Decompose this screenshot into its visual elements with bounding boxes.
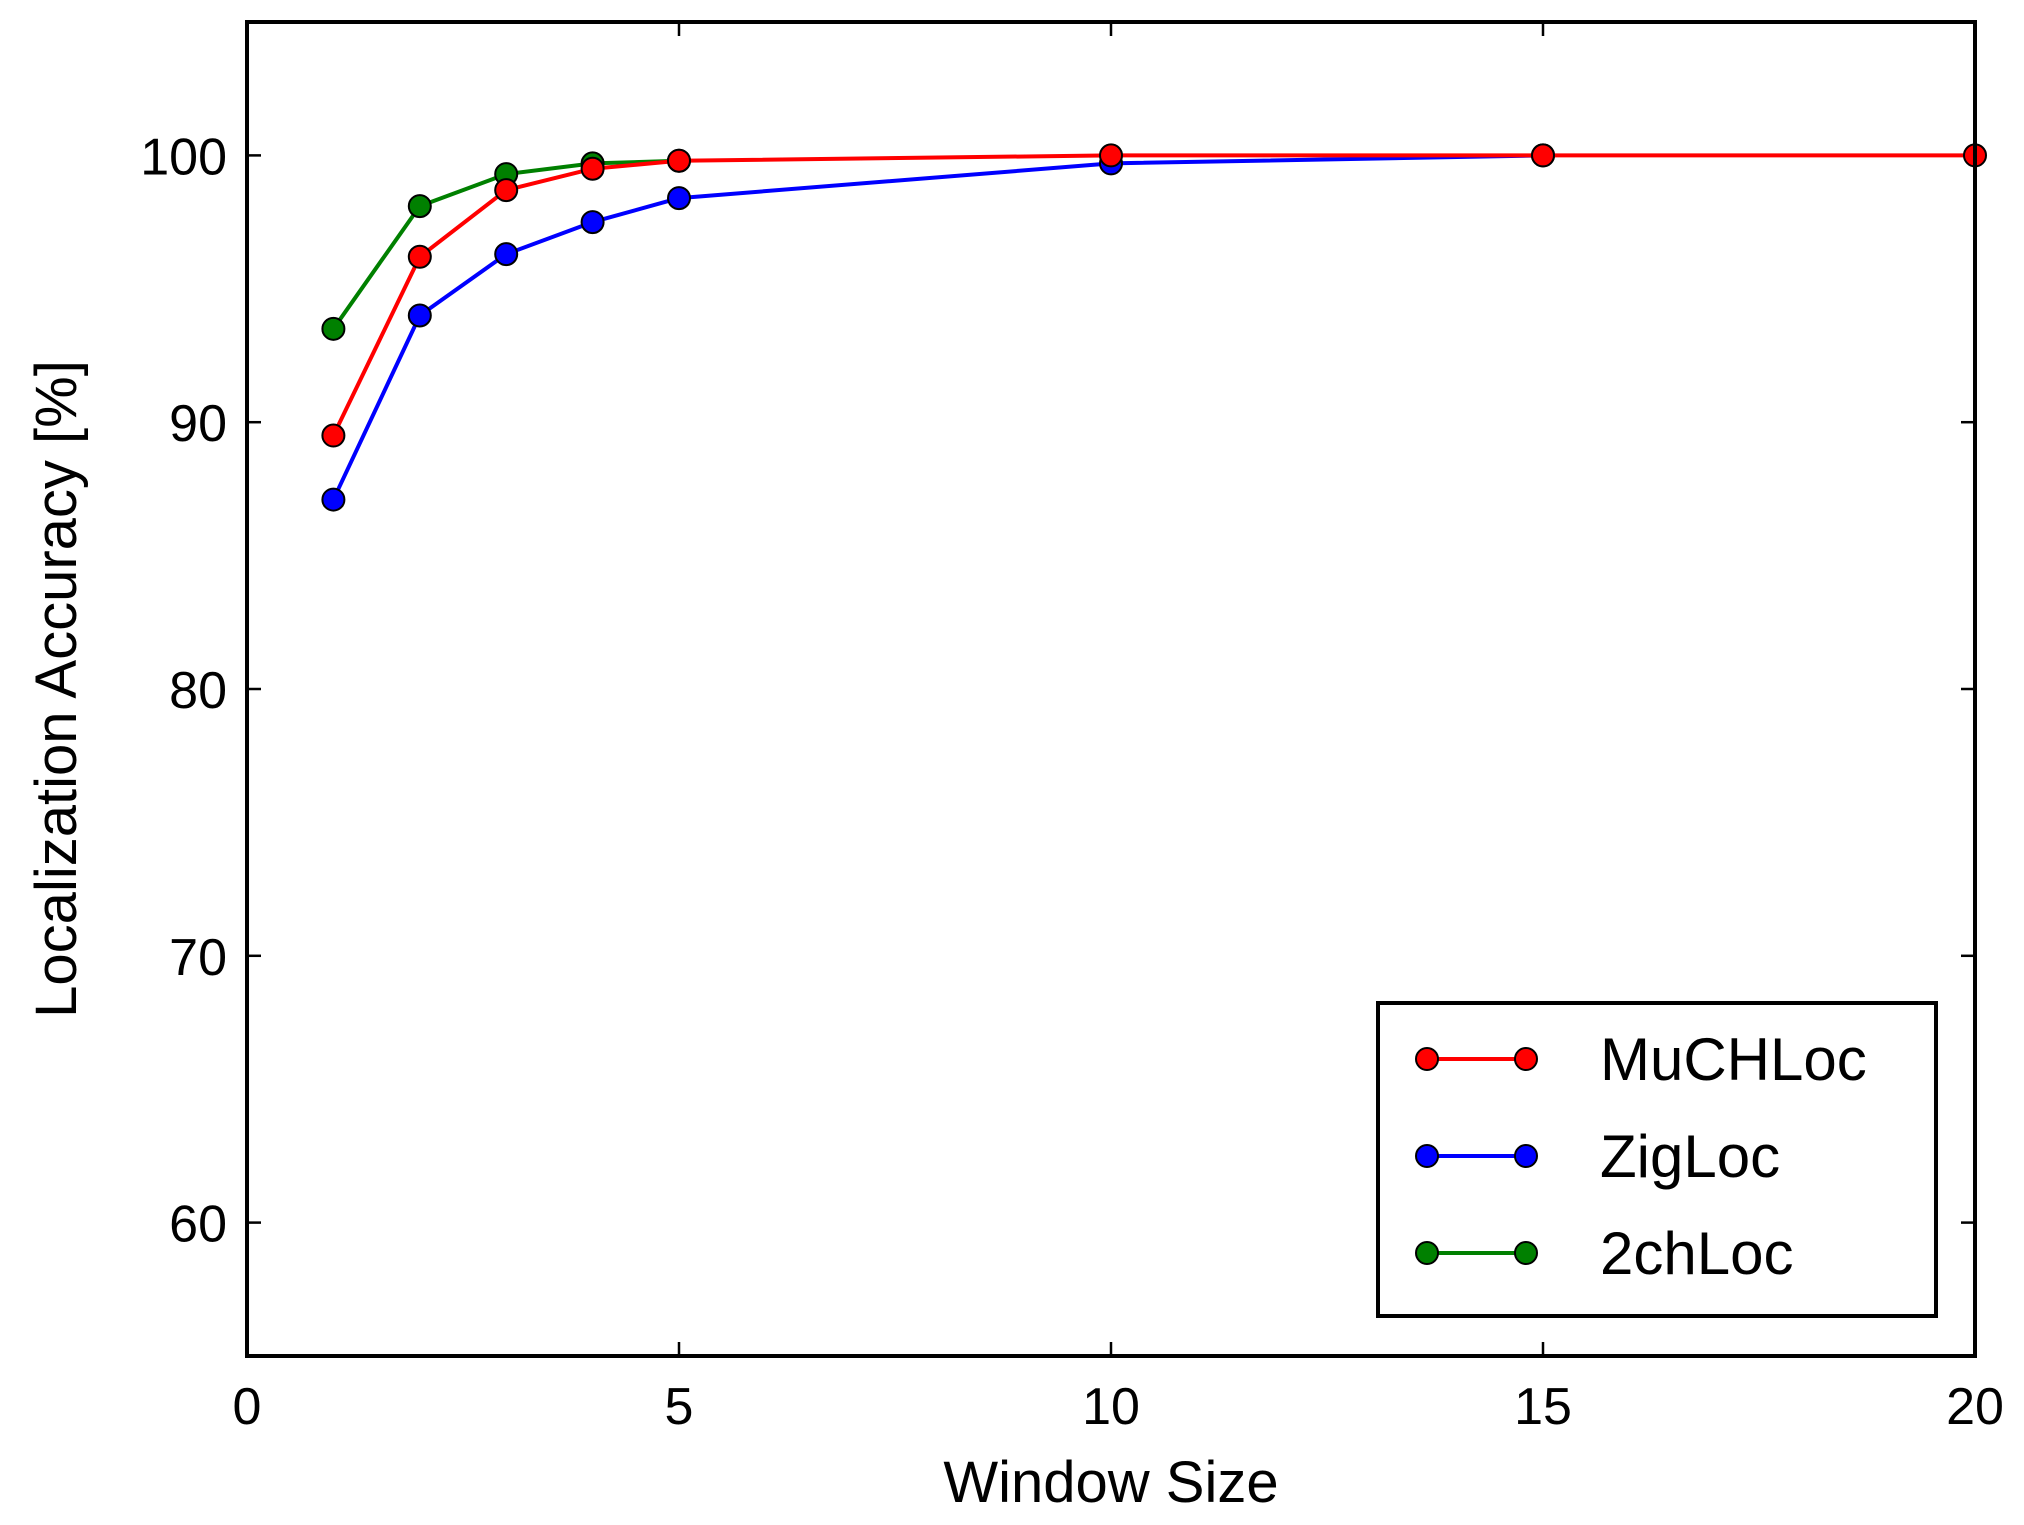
legend: MuCHLoc ZigLoc 2chLoc: [1376, 1001, 1938, 1318]
x-tick-label: 20: [1946, 1378, 2004, 1436]
legend-entry-2chloc: 2chLoc: [1415, 1220, 1793, 1287]
y-tick-label: 60: [169, 1196, 227, 1254]
data-point-zigloc: [580, 210, 605, 235]
legend-marker: [1415, 1241, 1439, 1265]
legend-marker: [1514, 1241, 1538, 1265]
data-point-muchloc: [1099, 143, 1123, 168]
legend-label: ZigLoc: [1600, 1123, 1780, 1190]
x-tick-label: 0: [233, 1378, 262, 1436]
legend-entry-muchloc: MuCHLoc: [1415, 1026, 1867, 1093]
plot-frame: [245, 20, 1977, 1358]
data-point-zigloc: [667, 186, 691, 211]
data-series: [321, 143, 1987, 512]
x-tick-label: 10: [1082, 1378, 1140, 1436]
data-point-zigloc: [321, 487, 346, 512]
x-tick-label: 5: [665, 1378, 694, 1436]
y-tick-label: 80: [169, 662, 227, 720]
legend-marker: [1415, 1144, 1439, 1168]
y-tick-label: 100: [140, 128, 227, 186]
data-point-zigloc: [494, 242, 519, 267]
data-point-2chloc: [407, 194, 432, 219]
data-point-muchloc: [1531, 143, 1555, 168]
x-tick-label: 15: [1514, 1378, 1572, 1436]
axis-tick-labels: 0 5 10 15 20 60 70 80 90 100: [140, 128, 2004, 1436]
legend-box: [1376, 1001, 1938, 1318]
data-point-muchloc: [321, 423, 346, 448]
legend-marker: [1514, 1047, 1538, 1071]
y-tick-label: 90: [169, 395, 227, 453]
data-point-muchloc: [407, 244, 432, 269]
y-axis-title: Localization Accuracy [%]: [24, 360, 89, 1018]
legend-label: MuCHLoc: [1600, 1026, 1867, 1093]
legend-entry-zigloc: ZigLoc: [1415, 1123, 1780, 1190]
data-point-muchloc: [494, 178, 519, 203]
legend-label: 2chLoc: [1600, 1220, 1793, 1287]
data-point-zigloc: [407, 303, 432, 328]
legend-marker: [1514, 1144, 1538, 1168]
data-point-muchloc: [667, 148, 691, 173]
series-muchloc: [321, 143, 1987, 448]
y-tick-label: 70: [169, 929, 227, 987]
x-axis-title: Window Size: [943, 1450, 1278, 1515]
series-line-muchloc: [331, 153, 1975, 437]
legend-marker: [1415, 1047, 1439, 1071]
data-point-2chloc: [321, 316, 346, 341]
data-point-muchloc: [580, 156, 605, 181]
